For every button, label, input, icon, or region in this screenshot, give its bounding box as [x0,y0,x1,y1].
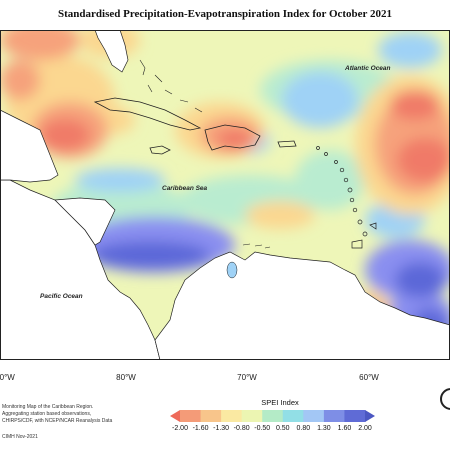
legend-swatch [200,410,222,422]
legend-tick-label: 1.60 [337,425,352,432]
footnote-line2: Aggregating station based observations, [2,411,92,417]
legend-swatch [221,410,243,422]
land-hispaniola [204,124,261,151]
legend-swatch [282,410,304,422]
cimh-logo [440,388,450,410]
legend-title: SPEI Index [261,398,299,407]
spei-map: Atlantic Ocean Caribbean Sea Pacific Oce… [0,30,450,360]
spei-field [0,30,450,352]
legend-tick-label: -1.60 [192,425,209,432]
label-pacific-ocean: Pacific Ocean [40,293,83,300]
land-mexico [0,109,59,183]
legend-swatch [241,410,263,422]
land-south-america [154,251,450,360]
land-cuba [93,97,202,131]
land-puerto-rico [277,140,297,148]
legend-tick-label: 2.00 [358,425,372,432]
legend-colorbar [170,410,375,422]
footnote-line1: Monitoring Map of the Caribbean Region. [2,404,94,410]
footnote-credit: CIMH Nov-2021 [2,434,38,440]
legend-tick-label: -0.50 [254,425,271,432]
land-lesser-antilles [316,146,377,249]
legend-swatch-low [170,410,180,422]
legend-tick-label: 0.50 [275,425,290,432]
map-title: Standardised Precipitation-Evapotranspir… [58,8,392,20]
legend-swatch [262,410,284,422]
label-caribbean-sea: Caribbean Sea [162,185,208,192]
lake-maracaibo [226,261,238,279]
legend-tick-label: 0.80 [296,425,311,432]
land-jamaica [149,145,171,155]
legend-tick-label: -0.80 [233,425,250,432]
lon-label-80w: 80°W [116,373,136,382]
legend-tick-label: -1.30 [213,425,230,432]
legend-tick-label: -2.00 [172,425,188,432]
lon-label-70w: 70°W [237,373,257,382]
legend-swatch [180,410,202,422]
legend-swatch [303,410,325,422]
land-abc-islands [242,243,271,249]
footnote-line3: CHIRPS/CDF, with NCEP/NCAR Reanalysis Da… [2,418,113,424]
legend-swatch [323,410,345,422]
label-atlantic-ocean: Atlantic Ocean [344,65,391,72]
lon-label-90w: 90°W [0,373,15,382]
land-honduras [54,197,116,246]
land-bahamas [139,59,203,113]
legend-swatch-high [365,410,375,422]
lon-label-60w: 60°W [359,373,379,382]
legend-swatch [344,410,366,422]
land-florida [94,30,129,73]
legend-tick-label: 1.30 [317,425,331,432]
